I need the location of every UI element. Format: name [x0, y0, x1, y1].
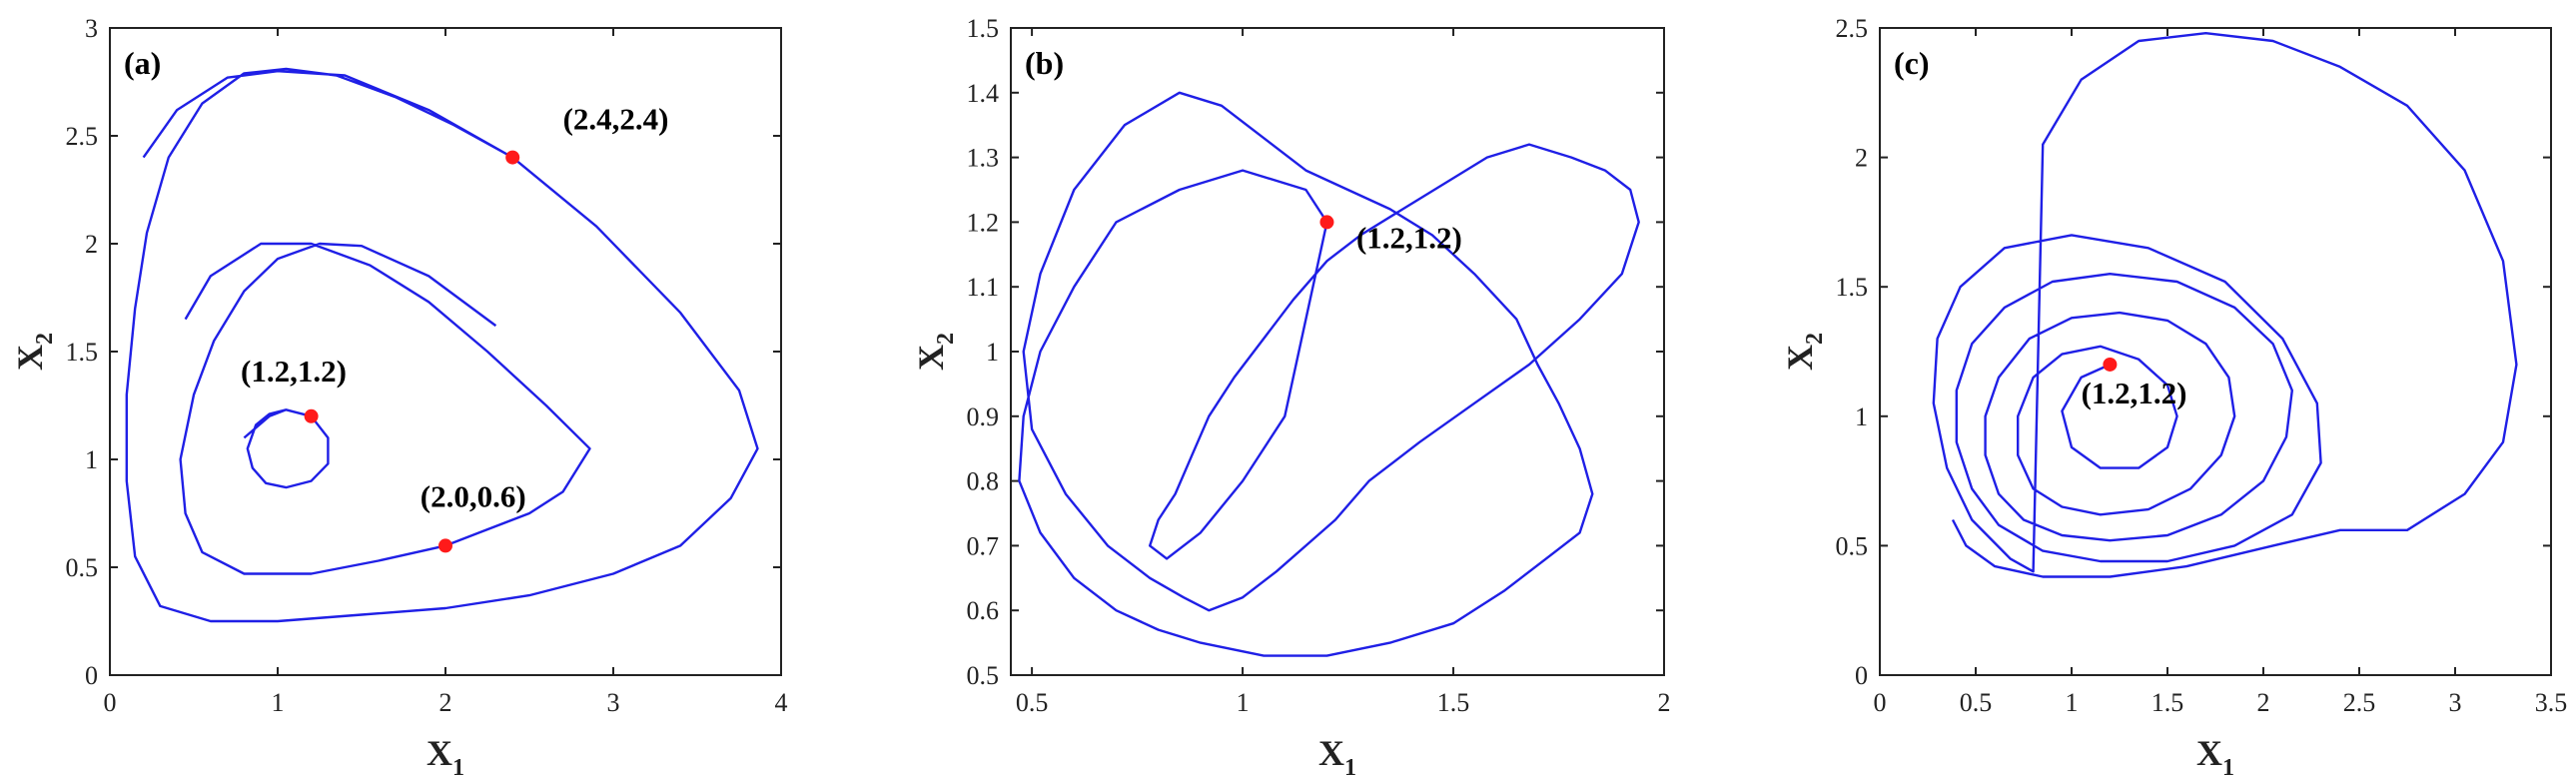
x-tick-label: 2: [1658, 688, 1671, 717]
y-tick-label: 1.5: [1836, 273, 1869, 302]
initial-point-marker: [505, 150, 520, 165]
x-tick-label: 3: [607, 688, 620, 717]
y-tick-label: 2.5: [1836, 14, 1869, 43]
initial-point-label: (2.4,2.4): [563, 102, 669, 137]
y-tick-label: 2.5: [66, 122, 99, 151]
trajectory-1: [1018, 91, 1640, 657]
y-tick-label: 0.7: [967, 531, 1000, 560]
y-tick-label: 0.9: [967, 402, 1000, 431]
x-tick-label: 3: [2449, 688, 2462, 717]
y-tick-label: 1: [85, 445, 98, 474]
y-tick-label: 1.1: [967, 273, 1000, 302]
y-tick-label: 1.5: [66, 338, 99, 367]
y-tick-label: 0.6: [967, 596, 1000, 625]
y-tick-label: 1: [1855, 402, 1868, 431]
y-tick-label: 0: [85, 661, 98, 690]
y-tick-label: 3: [85, 14, 98, 43]
x-tick-label: 1: [1237, 688, 1250, 717]
x-tick-label: 1.5: [2151, 688, 2184, 717]
y-axis-label: X2: [10, 333, 58, 371]
y-tick-label: 0.8: [967, 467, 1000, 496]
trajectory-1: [1932, 32, 2518, 578]
initial-point-marker: [2103, 357, 2118, 372]
x-tick-label: 2: [439, 688, 452, 717]
initial-point-label: (2.0,0.6): [421, 479, 526, 514]
initial-point-marker: [304, 408, 319, 423]
x-tick-label: 0: [104, 688, 117, 717]
x-tick-label: 3.5: [2535, 688, 2568, 717]
y-tick-label: 1.3: [967, 144, 1000, 173]
y-tick-label: 2: [85, 230, 98, 259]
y-tick-label: 1.4: [967, 79, 1000, 108]
y-tick-label: 0.5: [66, 553, 99, 582]
x-tick-label: 0.5: [1960, 688, 1993, 717]
y-tick-label: 2: [1855, 144, 1868, 173]
initial-point-marker: [438, 538, 452, 553]
initial-point-label: (1.2,1.2): [241, 354, 347, 389]
x-tick-label: 1.5: [1437, 688, 1470, 717]
y-tick-label: 1: [986, 338, 999, 367]
panel-label: (b): [1025, 45, 1064, 81]
x-tick-label: 1: [272, 688, 285, 717]
x-axis-label: X1: [427, 733, 464, 781]
x-tick-label: 2.5: [2343, 688, 2376, 717]
x-tick-label: 4: [775, 688, 788, 717]
trajectory-3: [125, 67, 759, 623]
y-axis-label: X2: [911, 333, 959, 371]
x-tick-label: 1: [2066, 688, 2079, 717]
y-axis-label: X2: [1780, 333, 1828, 371]
panel-label: (a): [124, 45, 161, 81]
y-tick-label: 1.5: [967, 14, 1000, 43]
initial-point-marker: [1319, 215, 1334, 230]
x-axis-label: X1: [1318, 733, 1356, 781]
initial-point-label: (1.2,1.2): [1356, 220, 1462, 255]
y-tick-label: 0.5: [967, 661, 1000, 690]
y-tick-label: 0.5: [1836, 531, 1869, 560]
chart-panel-2: 0.5 1 1.5 2 0.5 0.6 0.7 0.8 0.9 1 1.1 1.2 1.3 1.4 1.5 X…: [911, 14, 1671, 781]
x-axis-label: X1: [2196, 733, 2234, 781]
x-tick-label: 0.5: [1016, 688, 1049, 717]
chart-panel-1: 0 1 2 3 4 0 0.5 1 1.5 2 2.5 3 X1 X2 (a) (1.2,1.2) (2.0,0…: [10, 14, 788, 781]
y-tick-label: 0: [1855, 661, 1868, 690]
initial-point-label: (1.2,1.2): [2082, 376, 2187, 410]
trajectory-1: [243, 408, 330, 489]
panel-label: (c): [1894, 45, 1930, 81]
plot-frame: [1879, 27, 2552, 676]
y-tick-label: 1.2: [967, 208, 1000, 237]
x-tick-label: 0: [1874, 688, 1887, 717]
plot-frame: [1010, 27, 1665, 676]
trajectory-2: [179, 242, 591, 575]
chart-panel-3: 0 0.5 1 1.5 2 2.5 3 3.5 0 0.5 1 1.5 2 2.5 X1 X2 (c) (1.2,…: [1780, 14, 2567, 781]
x-tick-label: 2: [2257, 688, 2270, 717]
